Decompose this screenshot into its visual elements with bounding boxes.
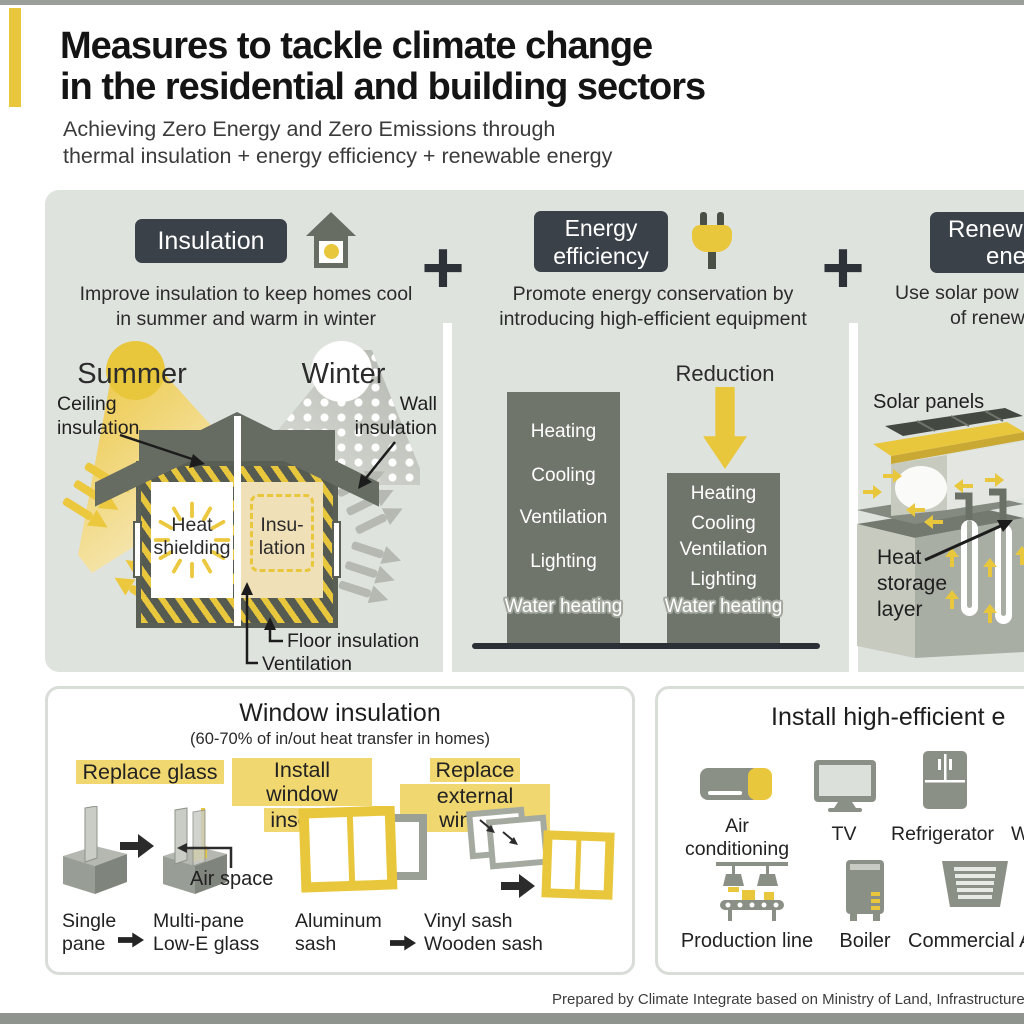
caption-multi-pane: Multi-pane Low-E glass — [153, 910, 260, 955]
plug-icon — [690, 212, 734, 270]
caption-tv: TV — [831, 823, 857, 845]
caption-production-line: Production line — [680, 930, 814, 952]
wall-insulation-label: Wall insulation — [354, 393, 437, 439]
energy-bar-before: Heating Cooling Ventilation Lighting Wat… — [504, 392, 623, 645]
caption-aluminum-sash: Aluminum sash — [295, 910, 382, 955]
title-line2: in the residential and building sectors — [60, 66, 706, 108]
insulation-description: Improve insulation to keep homes cool in… — [79, 283, 413, 330]
top-border-bar — [0, 0, 1024, 5]
bar-label: Ventilation — [679, 539, 768, 560]
renewable-energy-badge: Renew ener — [930, 212, 1024, 273]
winter-label: Winter — [301, 358, 386, 390]
caption-vinyl-wooden-sash: Vinyl sash Wooden sash — [424, 910, 543, 955]
winter-circle-icon — [311, 341, 372, 402]
energy-description: Promote energy conservation by introduci… — [499, 283, 807, 330]
house-center-divider — [234, 416, 241, 626]
bar-label: Cooling — [691, 513, 756, 534]
commercial-ac-icon — [940, 861, 1010, 916]
house-sun-icon — [306, 212, 356, 268]
solar-panels-label: Solar panels — [873, 391, 985, 413]
heat-rays-icon — [149, 494, 235, 586]
subtitle-line1: Achieving Zero Energy and Zero Emissions… — [63, 117, 556, 141]
page-title: Measures to tackle climate change in the… — [60, 26, 820, 108]
reduction-label: Reduction — [675, 361, 775, 386]
solar-house-illustration — [855, 408, 1024, 658]
energy-bar-after: Heating Cooling Ventilation Lighting Wat… — [664, 473, 783, 645]
caption-boiler: Boiler — [839, 930, 891, 952]
summer-label: Summer — [77, 358, 187, 390]
method-replace-glass: Replace glass — [75, 760, 225, 784]
summer-sun-icon — [106, 341, 165, 400]
bar-label: Lighting — [690, 569, 757, 590]
window-illustrations — [55, 805, 625, 906]
bar-label: Heating — [690, 483, 757, 504]
column-divider-2 — [849, 323, 858, 672]
air-conditioner-icon — [700, 766, 776, 809]
bar-label: Lighting — [530, 551, 597, 572]
window-panel-title: Window insulation — [239, 699, 441, 727]
caption-washing-machine-clipped: W — [1011, 823, 1024, 845]
refrigerator-icon — [923, 751, 969, 816]
air-space-label: Air space — [190, 868, 274, 890]
bar-label: Water heating — [664, 596, 783, 617]
bar-label: Ventilation — [519, 507, 608, 528]
ceiling-insulation-label: Ceiling insulation — [57, 393, 140, 439]
renewable-description-line2: of renew — [950, 307, 1024, 329]
title-line1: Measures to tackle climate change — [60, 25, 653, 67]
equipment-panel-title: Install high-efficient e — [771, 703, 1006, 731]
plus-icon-1: + — [421, 226, 465, 309]
title-accent-bar — [9, 8, 21, 107]
plus-icon-2: + — [821, 226, 865, 309]
renewable-description-line1: Use solar pow — [895, 282, 1019, 304]
equipment-panel — [655, 686, 1024, 975]
insulation-circulation-icon — [250, 494, 314, 572]
page-subtitle: Achieving Zero Energy and Zero Emissions… — [63, 116, 823, 170]
winter-heat-arrows-down-icon — [336, 535, 414, 613]
energy-efficiency-badge: Energy efficiency — [534, 211, 668, 272]
bar-label: Cooling — [531, 465, 596, 486]
bar-label: Heating — [530, 421, 597, 442]
heat-shielding-label: Heat shielding — [153, 514, 231, 559]
caption-air-conditioning: Air conditioning — [684, 815, 790, 860]
bar-label: Water heating — [504, 596, 623, 617]
caption-refrigerator: Refrigerator — [891, 823, 994, 845]
subtitle-line2: thermal insulation + energy efficiency +… — [63, 144, 613, 168]
insulation-badge-label: Insulation — [157, 227, 265, 255]
bottom-border-bar — [0, 1013, 1024, 1024]
heat-storage-layer-label: Heat storage layer — [877, 546, 948, 621]
ventilation-label: Ventilation — [262, 653, 352, 675]
left-window-slot — [133, 521, 142, 578]
room-insulation-label: Insu- lation — [258, 514, 306, 559]
insulation-badge: Insulation — [135, 219, 287, 263]
boiler-icon — [844, 860, 888, 927]
window-panel-subtitle: (60-70% of in/out heat transfer in homes… — [190, 730, 490, 748]
credit-line: Prepared by Climate Integrate based on M… — [552, 991, 1024, 1008]
column-divider-1 — [443, 323, 452, 672]
tv-icon — [814, 760, 878, 817]
production-line-icon — [710, 860, 794, 927]
caption-single-pane: Single pane — [62, 910, 117, 955]
right-window-slot — [332, 521, 341, 578]
floor-insulation-label: Floor insulation — [287, 630, 420, 652]
chart-baseline — [472, 643, 820, 649]
caption-commercial-ac-clipped: Commercial A — [908, 930, 1024, 952]
